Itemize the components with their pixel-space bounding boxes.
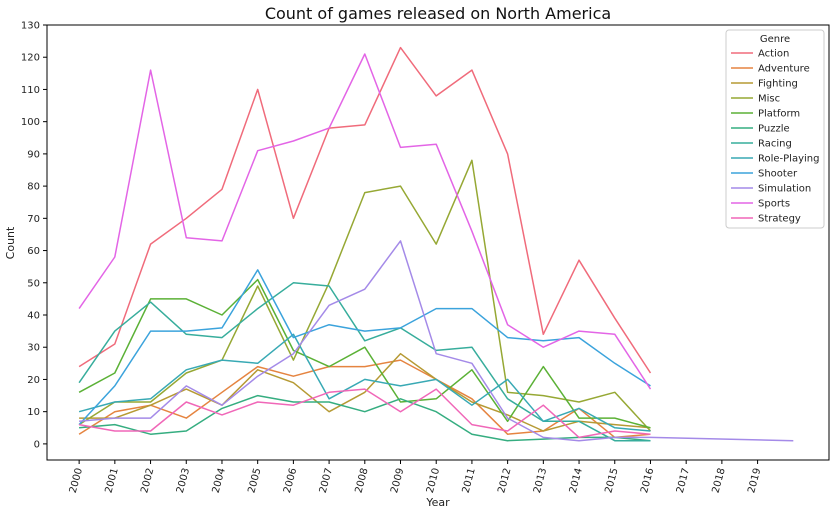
x-tick-label: 2018 [711,467,728,494]
series-line-misc [78,159,652,432]
y-tick-label: 20 [27,375,40,386]
x-tick-label: 2007 [318,467,335,494]
plot-frame [46,24,830,461]
x-tick-label: 2002 [139,467,156,494]
y-tick-label: 130 [21,21,40,32]
x-tick-label: 2006 [282,467,299,494]
y-axis: 0 10 20 30 40 50 60 70 80 90 100 110 120 130 [21,21,47,450]
y-axis-title: Count [4,226,17,259]
x-tick-label: 2001 [104,467,121,494]
series-line-action [78,46,652,374]
legend-label: Puzzle [758,124,790,135]
legend-label: Misc [758,94,780,105]
y-tick-label: 80 [27,182,40,193]
y-tick-label: 50 [27,278,40,289]
legend-label: Action [758,49,789,60]
legend-label: Adventure [758,64,810,75]
y-tick-label: 10 [27,407,40,418]
series-line-fighting [79,352,651,432]
x-axis: 2000 2001 2002 2003 2004 2005 2006 2007 2008 2009… [68,460,763,494]
legend-title: Genre [760,34,790,45]
y-tick-label: 120 [21,53,40,64]
series-line-role-playing [78,333,651,432]
legend: Genre Action Adventure Fighting Misc Platfor… [725,29,825,229]
series-lines [78,46,794,442]
x-tick-label: 2010 [425,467,442,494]
x-tick-label: 2017 [675,467,692,494]
x-tick-label: 2014 [568,467,585,494]
x-tick-label: 2012 [496,467,513,494]
y-tick-label: 70 [27,214,40,225]
series-line-shooter [78,269,651,426]
y-tick-label: 110 [21,85,40,96]
series-line-racing [78,282,651,442]
y-tick-label: 100 [21,117,40,128]
legend-label: Platform [758,109,800,120]
y-tick-label: 30 [27,343,40,354]
x-axis-title: Year [425,496,450,509]
x-tick-label: 2005 [246,467,263,494]
x-tick-label: 2008 [353,467,370,494]
x-tick-label: 2019 [746,467,763,494]
y-tick-label: 60 [27,246,40,257]
legend-label: Racing [758,139,792,150]
series-line-strategy [78,388,651,439]
x-tick-label: 2000 [68,467,85,494]
x-tick-label: 2004 [211,467,228,494]
x-tick-label: 2015 [603,467,620,494]
x-tick-label: 2011 [461,467,478,494]
legend-label: Simulation [758,184,811,195]
series-line-platform [78,278,651,429]
legend-label: Sports [758,199,790,210]
legend-label: Role-Playing [758,154,819,165]
x-tick-label: 2009 [389,467,406,494]
series-line-sports [78,53,652,390]
chart-title: Count of games released on North America [265,4,611,23]
legend-box [725,29,825,229]
legend-label: Shooter [758,169,798,180]
legend-label: Strategy [758,214,801,225]
series-line-simulation [79,240,794,442]
y-tick-label: 0 [34,439,40,450]
x-tick-label: 2013 [532,467,549,494]
x-tick-label: 2003 [175,467,192,494]
series-line-adventure [78,359,651,439]
y-tick-label: 40 [27,311,40,322]
y-tick-label: 90 [27,149,40,160]
x-tick-label: 2016 [639,467,656,494]
legend-label: Fighting [758,79,798,90]
